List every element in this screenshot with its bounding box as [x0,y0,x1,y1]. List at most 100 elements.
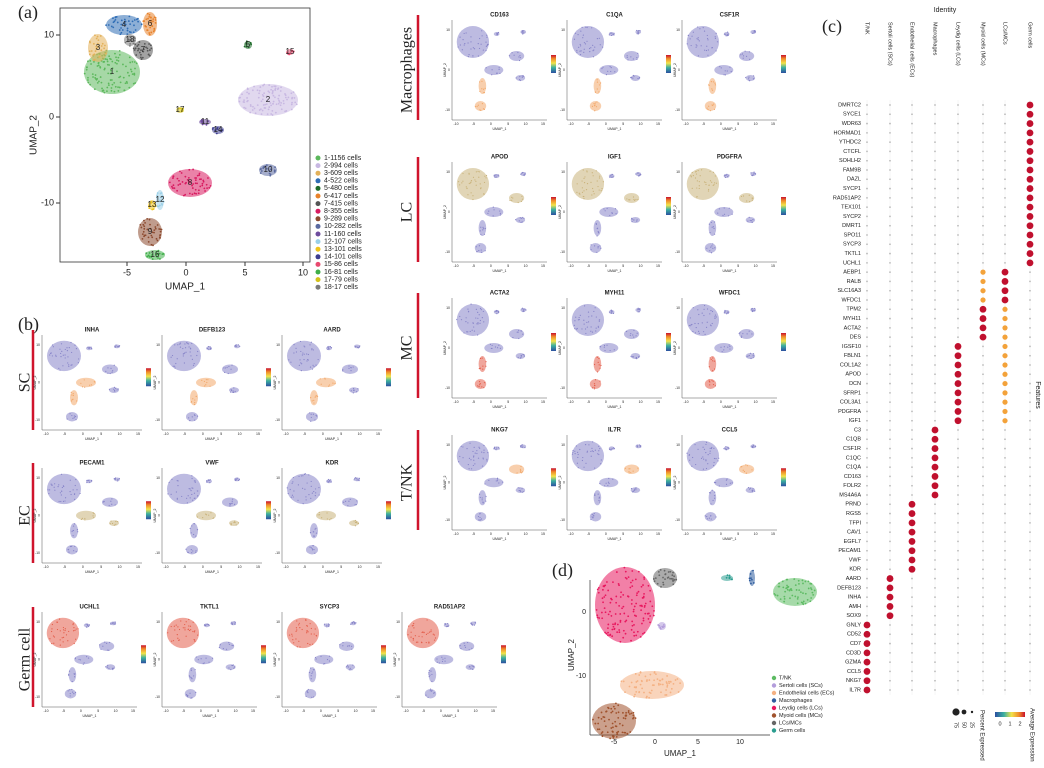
expression-dot [934,577,936,580]
cell-dot [189,497,191,499]
cell-dot [197,490,199,492]
cell-dot [718,457,720,459]
cell-dot [473,446,475,448]
cell-dot [636,332,638,334]
x-tick-label: -5 [62,709,65,713]
expression-dot [957,438,959,441]
cell-dot [476,450,478,452]
cell-dot [245,40,248,43]
cell-dot [689,325,691,327]
expression-dot [1002,353,1008,359]
cell-dot [485,49,487,52]
expression-dot [1029,512,1031,515]
x-axis-label: UMAP_1 [85,570,99,574]
cluster-area [478,220,487,236]
cell-dot [236,479,238,481]
cell-dot [611,311,613,313]
cell-dot [632,716,635,719]
cell-dot [151,231,154,234]
cell-dot [512,336,514,339]
feature-label: FOLR2 [843,483,861,489]
cell-dot [430,629,432,631]
cell-dot [128,56,131,59]
expression-dot [863,649,871,657]
cell-dot [599,44,601,46]
cell-dot [69,413,71,415]
cell-dot [640,585,643,588]
size-legend-title: Percent Expressed [978,710,984,761]
cluster-area [196,377,216,388]
cell-dot [599,175,601,177]
cell-dot [691,323,693,326]
cell-dot [70,341,72,344]
legend-swatch [315,223,321,229]
cell-dot [606,344,608,346]
cell-dot [748,194,750,196]
cell-dot [313,365,315,368]
cell-dot [109,641,111,644]
cell-dot [150,31,153,34]
cell-dot [482,88,485,90]
cell-dot [208,661,210,663]
cell-dot [88,625,90,628]
cell-dot [210,512,212,514]
cell-dot [57,486,59,488]
cell-dot [579,43,581,46]
cell-dot [258,92,260,95]
expression-dot [982,113,984,116]
cell-dot [482,458,484,460]
cell-dot [221,129,224,131]
y-tick-label: -10 [560,250,565,254]
cell-dot [748,354,751,357]
cell-dot [234,520,236,522]
cell-dot [659,683,662,686]
expression-dot [889,670,891,673]
expression-dot [866,299,868,301]
expression-dot [1029,299,1031,301]
x-tick-label: 0 [490,532,492,536]
cell-dot [461,182,463,184]
cell-dot [174,344,176,346]
cell-dot [191,187,194,189]
x-tick-label: 15 [371,709,375,713]
cell-dot [600,459,602,461]
cell-dot [203,380,206,383]
cell-dot [483,444,485,447]
cell-dot [708,105,710,107]
cell-dot [127,20,130,22]
expression-dot [957,150,959,153]
cell-dot [288,359,290,361]
cell-dot [148,218,151,221]
cell-dot [703,308,705,310]
cell-dot [707,49,709,51]
cell-dot [607,623,610,626]
expression-dot [1001,278,1009,285]
cell-dot [234,503,236,505]
cell-dot [274,88,277,91]
cell-dot [132,31,135,34]
cell-dot [269,168,272,171]
expression-dot [1004,503,1006,506]
expression-dot [1026,110,1034,118]
cell-dot [611,730,614,733]
expression-dot [866,456,868,459]
cell-dot [353,621,355,623]
cell-dot [586,170,588,172]
expression-dot [957,447,959,450]
cell-dot [144,221,146,224]
expression-dot [1004,187,1006,190]
cell-dot [648,696,651,699]
cell-dot [594,46,596,48]
cell-dot [346,664,349,666]
cell-dot [177,485,179,487]
expression-dot [957,131,959,134]
cell-dot [773,592,776,595]
x-axis-label: UMAP_1 [607,537,621,541]
feature-label: C1QB [846,437,861,443]
cell-dot [708,84,710,87]
cell-dot [709,492,711,494]
cell-dot [520,444,523,446]
cell-dot [68,551,70,553]
cell-dot [706,515,708,518]
cell-dot [231,364,233,366]
